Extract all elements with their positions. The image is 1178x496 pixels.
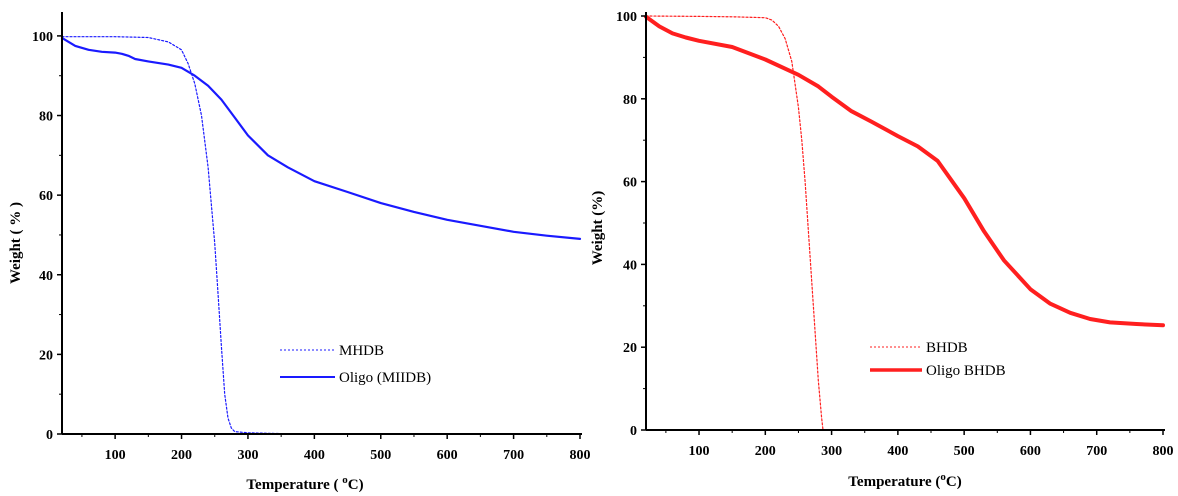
legend-label-mhdb: MHDB [339, 343, 384, 359]
x-tick-label: 400 [304, 448, 325, 463]
y-tick-label: 0 [46, 428, 53, 443]
x-tick-label: 100 [105, 448, 126, 463]
legend-label-oligo-miidb: Oligo (MIIDB) [339, 370, 431, 386]
x-axis-title: Temperature ( oC) [246, 474, 363, 493]
x-tick-label: 800 [570, 448, 591, 463]
x-tick-label: 400 [887, 444, 908, 459]
legend-label-bhdb: BHDB [926, 340, 968, 356]
chart-mhdb: 100 200 300 400 500 600 700 800 0 20 40 60 80 100 Tem… [8, 12, 591, 493]
y-tick-label: 20 [39, 348, 53, 363]
x-tick-label: 700 [1086, 444, 1107, 459]
series-line-oligo-bhdb [644, 14, 1165, 328]
y-tick-label: 20 [623, 341, 637, 356]
y-tick-label: 80 [39, 110, 53, 125]
y-tick-label: 60 [623, 176, 637, 191]
y-tick-label: 80 [623, 93, 637, 108]
x-tick-label: 100 [689, 444, 710, 459]
x-tick-label: 200 [171, 448, 192, 463]
x-axis-title: Temperature (oC) [848, 471, 961, 490]
series-line-bhdb [645, 15, 824, 431]
series-layer [60, 36, 582, 435]
series-line-mhdb [61, 36, 315, 435]
chart-bhdb: 100 200 300 400 500 600 700 800 0 20 40 60 80 100 Tem… [590, 10, 1174, 490]
axes [645, 12, 1165, 431]
y-tick-label: 100 [32, 30, 53, 45]
axes [61, 12, 582, 435]
y-tick-label: 100 [616, 10, 637, 25]
x-tick-label: 600 [1020, 444, 1041, 459]
x-tick-label: 700 [503, 448, 524, 463]
y-tick-label: 40 [39, 269, 53, 284]
y-tick-label: 0 [630, 424, 637, 439]
x-tick-label: 200 [755, 444, 776, 459]
ticks: 100 200 300 400 500 600 700 800 0 20 40 60 80 100 [616, 10, 1174, 459]
x-tick-label: 300 [237, 448, 258, 463]
y-axis-title: Weight ( % ) [8, 202, 24, 284]
ticks: 100 200 300 400 500 600 700 800 0 20 40 60 80 100 [32, 30, 591, 463]
series-line-oligo-miidb [60, 36, 582, 240]
y-tick-label: 40 [623, 258, 637, 273]
legend: BHDB Oligo BHDB [870, 340, 1006, 379]
x-tick-label: 300 [821, 444, 842, 459]
legend: MHDB Oligo (MIIDB) [280, 343, 431, 386]
x-tick-label: 500 [954, 444, 975, 459]
legend-label-oligo-bhdb: Oligo BHDB [926, 363, 1006, 379]
y-axis-title: Weight (%) [590, 191, 606, 266]
x-tick-label: 800 [1153, 444, 1174, 459]
y-tick-label: 60 [39, 189, 53, 204]
series-layer [644, 14, 1165, 431]
x-tick-label: 500 [370, 448, 391, 463]
x-tick-label: 600 [437, 448, 458, 463]
